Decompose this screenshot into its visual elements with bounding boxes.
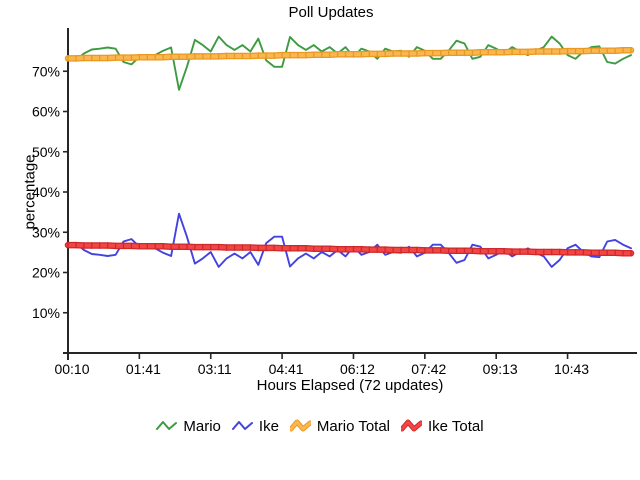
legend-item-ike-total: Ike Total	[401, 418, 484, 435]
y-axis-label: percentage	[21, 154, 39, 230]
chart-title: Poll Updates	[288, 4, 374, 21]
legend-label-mario-total: Mario Total	[316, 417, 391, 435]
legend-label-ike-total: Ike Total	[428, 417, 484, 435]
ike-total-line-core	[66, 243, 633, 256]
y-tick-label: 70%	[32, 63, 60, 79]
y-tick-label: 30%	[32, 224, 60, 240]
legend-item-mario-total: Mario Total	[289, 417, 391, 435]
mario-line-icon	[156, 421, 178, 430]
x-tick-label: 07:42	[411, 361, 446, 377]
y-tick-label: 50%	[32, 144, 60, 160]
x-tick-label: 10:43	[554, 361, 589, 377]
x-tick-label: 00:10	[54, 361, 89, 377]
legend-label-ike: Ike	[258, 417, 279, 435]
mario-total-line-icon	[289, 419, 311, 432]
ike-line	[67, 212, 632, 268]
x-axis-label: Hours Elapsed (72 updates)	[256, 377, 444, 394]
legend-item-mario: Mario	[156, 418, 221, 435]
mario-line	[67, 35, 632, 91]
y-tick-label: 60%	[32, 104, 60, 120]
x-tick-label: 03:11	[198, 361, 232, 377]
ike-total-line-icon	[401, 419, 423, 432]
legend: Mario Ike Mario Total Ike Total	[0, 413, 640, 439]
y-tick-label: 10%	[32, 305, 60, 321]
mario-total-line-core	[66, 48, 633, 61]
legend-item-ike: Ike	[231, 417, 279, 435]
x-tick-label: 04:41	[269, 361, 304, 377]
ike-line-icon	[231, 421, 253, 430]
legend-label-mario: Mario	[183, 417, 221, 435]
x-tick-label: 09:13	[483, 361, 518, 377]
y-tick-label: 40%	[32, 184, 60, 200]
x-tick-label: 06:12	[340, 361, 375, 377]
x-tick-label: 01:41	[126, 361, 161, 377]
y-tick-label: 20%	[32, 265, 60, 281]
